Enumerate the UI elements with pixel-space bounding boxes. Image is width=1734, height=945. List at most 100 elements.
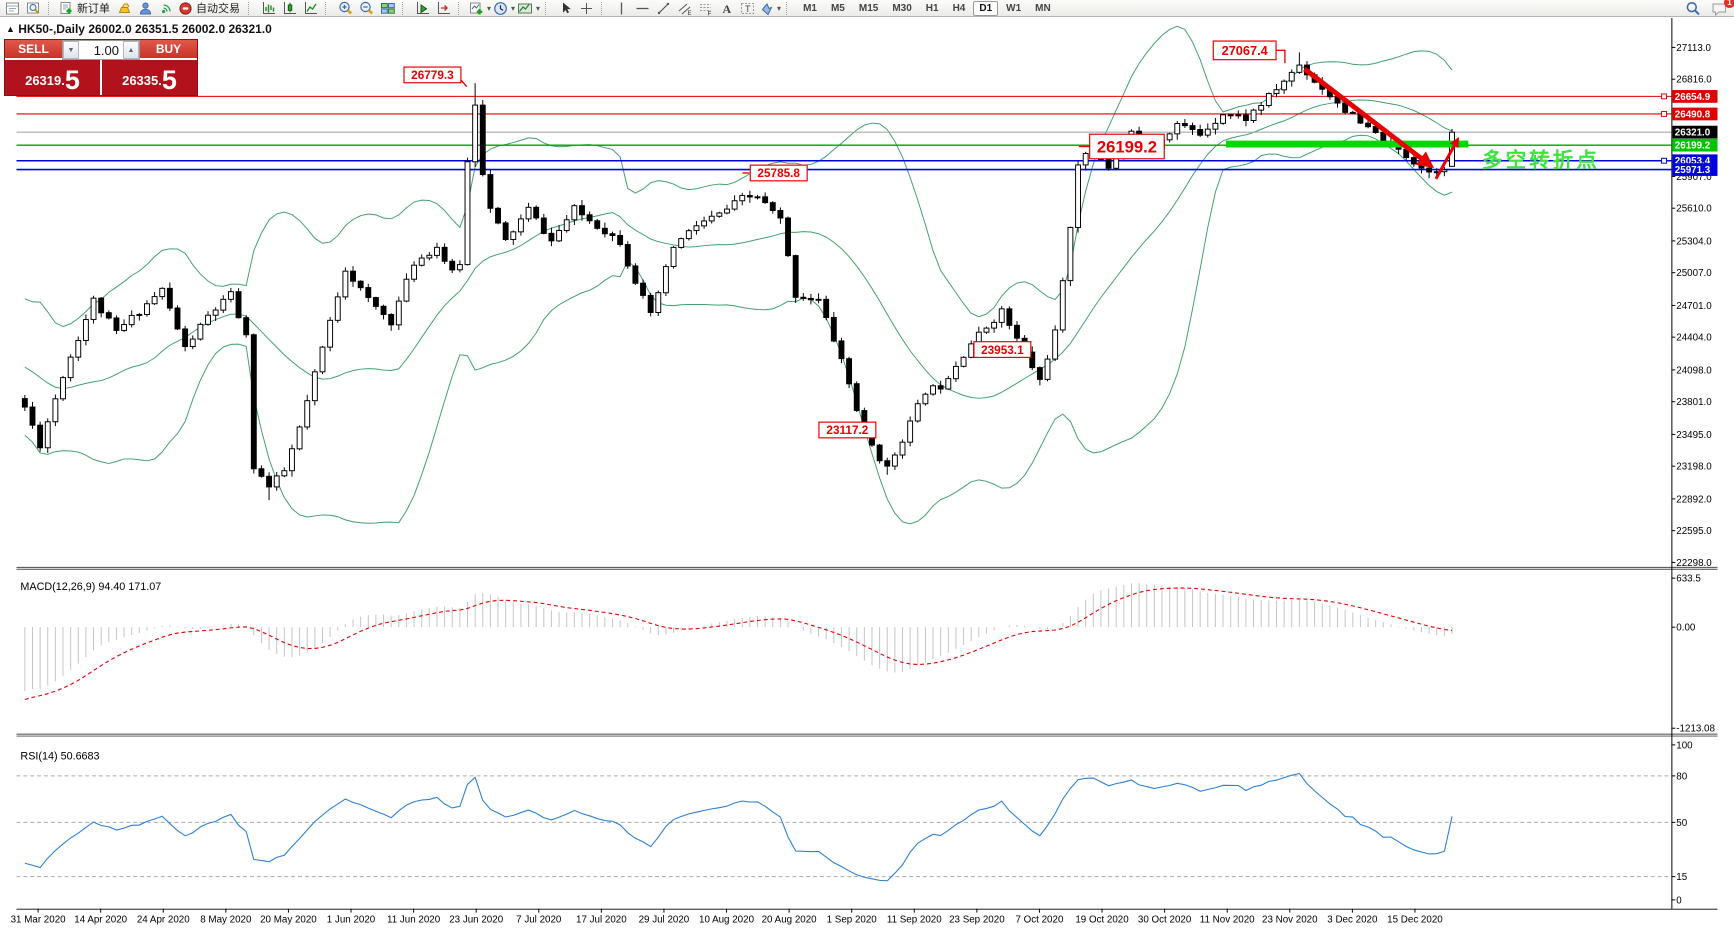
profile-icon[interactable]	[135, 0, 156, 16]
zoom-in-icon[interactable]	[335, 0, 356, 16]
chart-shift-icon[interactable]	[433, 0, 454, 16]
text-tool-icon[interactable]: A	[716, 0, 737, 16]
template-icon	[518, 3, 533, 13]
bar-chart-icon[interactable]	[258, 0, 279, 16]
candle-body	[220, 298, 227, 311]
tile-windows-icon[interactable]	[377, 0, 398, 16]
candle-body	[1174, 123, 1181, 135]
timeframe-button-M5[interactable]: M5	[830, 3, 845, 14]
candle-body	[1296, 64, 1303, 73]
toolbar-separator	[248, 1, 255, 15]
candle-body	[708, 215, 715, 222]
candle-body	[495, 207, 501, 224]
candle-body	[235, 291, 242, 319]
fibonacci-tool-icon[interactable]: F	[695, 0, 716, 16]
signal-icon[interactable]	[156, 0, 177, 16]
candle-body	[205, 314, 211, 325]
line-chart-icon[interactable]	[300, 0, 321, 16]
price-tick-label: 24098.0	[1676, 365, 1712, 376]
candle-body	[640, 282, 646, 296]
gold-icon[interactable]	[114, 0, 135, 16]
volume-increase-button[interactable]: ▲	[123, 41, 139, 59]
crosshair-tool-icon[interactable]	[576, 0, 597, 16]
candle-body	[1006, 308, 1013, 326]
search-icon[interactable]	[1682, 1, 1703, 17]
candle-body	[311, 371, 318, 402]
search-window-icon[interactable]	[23, 0, 44, 16]
timeframe-button-H4[interactable]: H4	[952, 3, 966, 14]
candle-body	[647, 294, 654, 313]
volume-decrease-button[interactable]: ▼	[63, 41, 79, 59]
terminal-panel-icon[interactable]	[2, 0, 23, 16]
candle-body	[724, 208, 730, 214]
price-callout[interactable]: 23117.2	[818, 421, 877, 439]
rsi-pane	[16, 772, 1672, 882]
candle-body	[617, 234, 624, 245]
price-callout[interactable]: 25785.8	[749, 164, 808, 182]
timeframe-button-M1[interactable]: M1	[803, 3, 817, 14]
timeframe-button-MN[interactable]: MN	[1035, 3, 1051, 14]
candle-body	[548, 232, 555, 242]
price-callout[interactable]: 26199.2	[1089, 133, 1165, 160]
price-tick-label: 26816.0	[1676, 75, 1712, 86]
candle-body	[380, 305, 387, 315]
price-callout[interactable]: 23953.1	[973, 341, 1032, 358]
channel-tool-icon[interactable]: E	[674, 0, 695, 16]
timeframe-button-H1[interactable]: H1	[925, 3, 939, 14]
candle-body	[1273, 89, 1280, 95]
candle-body	[1288, 71, 1295, 82]
date-label: 19 Oct 2020	[1075, 914, 1129, 925]
text-label-tool-icon[interactable]: T	[737, 0, 758, 16]
ohlc-values: 26002.0 26351.5 26002.0 26321.0	[88, 22, 272, 36]
price-callout[interactable]: 26779.3	[403, 66, 462, 84]
sell-button[interactable]: SELL	[5, 40, 62, 60]
trend-arrow-down[interactable]	[1303, 67, 1435, 169]
price-callout[interactable]: 27067.4	[1212, 40, 1277, 61]
toolbar-separator	[601, 1, 608, 15]
candle-body	[144, 303, 150, 315]
line-anchor	[1661, 93, 1667, 100]
vertical-line-tool-icon[interactable]	[611, 0, 632, 16]
candle-body	[1082, 152, 1089, 166]
candle-body	[937, 385, 944, 390]
annotation-text[interactable]: 多空转折点	[1482, 148, 1600, 172]
add-indicator-button[interactable]: ▾	[468, 0, 492, 16]
chat-button[interactable]: 1	[1709, 0, 1734, 17]
chart-window[interactable]: 27113.0 26816.0 25907.0 25610.0 25304.0 25007…	[0, 18, 1734, 945]
new-order-button[interactable]: 新订单	[58, 0, 114, 16]
candle-body	[304, 400, 311, 428]
date-label: 10 Aug 2020	[699, 914, 755, 925]
candle-body	[891, 454, 898, 467]
buy-button[interactable]: BUY	[140, 40, 197, 60]
candle-body	[319, 346, 326, 373]
autotrading-button[interactable]: 自动交易	[177, 0, 244, 16]
new-order-label: 新订单	[77, 3, 110, 15]
trendline-tool-icon[interactable]	[653, 0, 674, 16]
trend-arrow-up[interactable]	[1434, 137, 1459, 180]
timeframe-button-M30[interactable]: M30	[892, 3, 912, 14]
timeframes-clock-button[interactable]: ▾	[492, 0, 516, 16]
buy-price[interactable]: 26335. 5	[102, 60, 197, 95]
candle-body	[998, 308, 1005, 323]
candle-body	[914, 403, 921, 422]
auto-scroll-icon[interactable]	[412, 0, 433, 16]
candlestick-icon[interactable]	[279, 0, 300, 16]
chart-canvas[interactable]: 27113.0 26816.0 25907.0 25610.0 25304.0 25007…	[0, 18, 1734, 945]
volume-input[interactable]: 1.00	[93, 42, 119, 58]
sell-price[interactable]: 26319. 5	[5, 60, 100, 95]
arrows-tool-button[interactable]: ▾	[758, 0, 782, 16]
candle-body	[1105, 159, 1112, 169]
cursor-tool-icon[interactable]	[555, 0, 576, 16]
candle-body	[662, 266, 669, 294]
timeframe-button-W1[interactable]: W1	[1006, 3, 1022, 14]
price-tick-label: 25007.0	[1676, 268, 1712, 279]
timeframe-button-D1[interactable]: D1	[973, 1, 999, 16]
candle-body	[472, 104, 479, 163]
annotations: 26779.3 27067.4 26199.2 25785.8 23953.1 23117…	[403, 40, 1600, 439]
volume-stepper: ▼ 1.00 ▲	[62, 40, 140, 60]
templates-button[interactable]: ▾	[516, 0, 541, 16]
zoom-out-icon[interactable]	[356, 0, 377, 16]
candle-body	[517, 218, 524, 233]
horizontal-line-tool-icon[interactable]	[632, 0, 653, 16]
timeframe-button-M15[interactable]: M15	[858, 3, 879, 14]
